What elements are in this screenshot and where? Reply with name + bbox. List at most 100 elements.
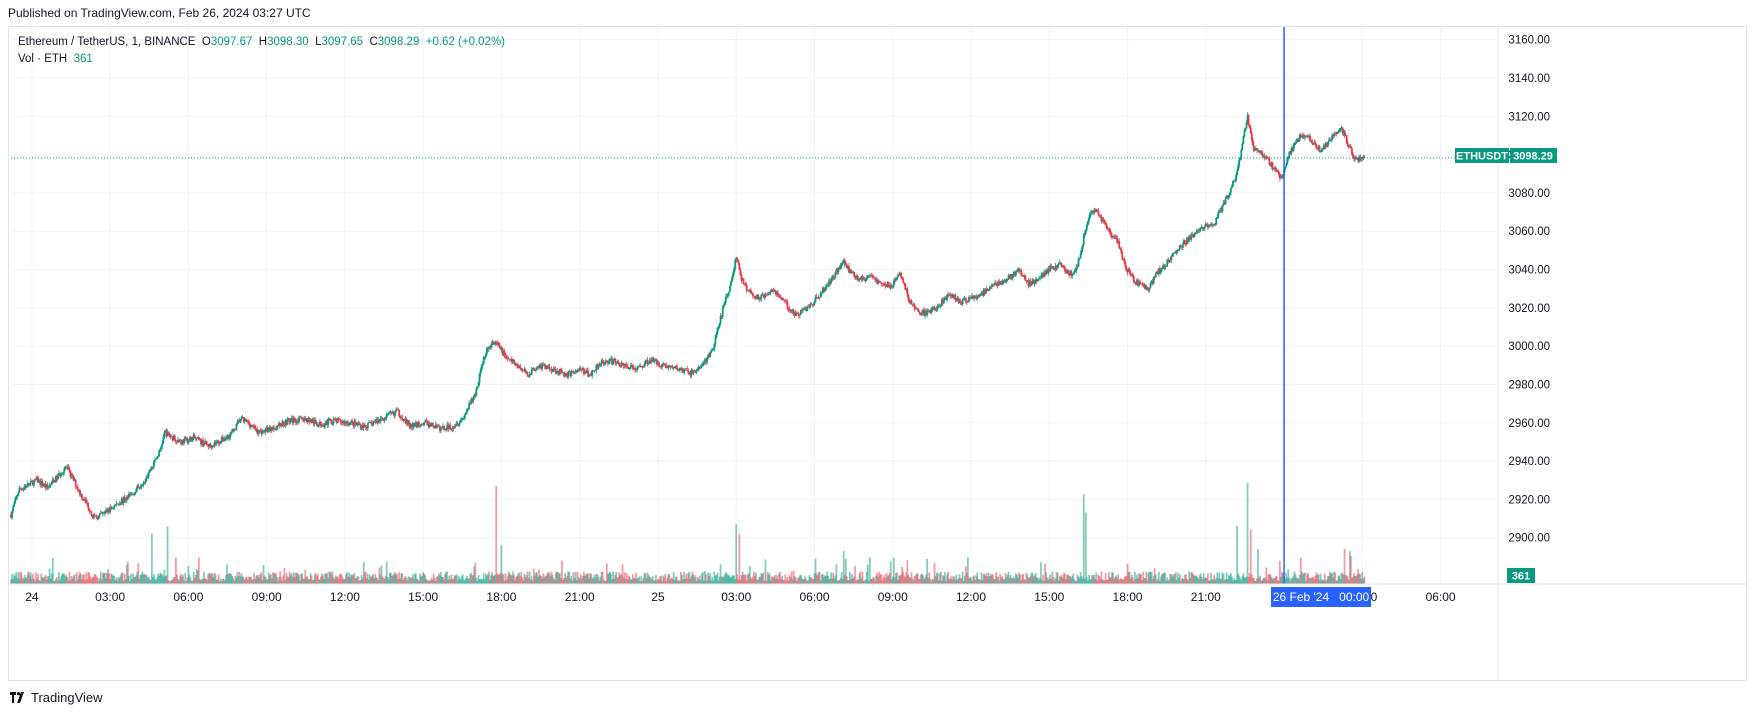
candle-body	[789, 309, 792, 311]
candle-body	[642, 366, 645, 368]
volume-bar	[512, 571, 514, 584]
volume-bar	[428, 580, 431, 584]
candle-body	[900, 273, 903, 278]
candle-body	[1151, 281, 1154, 284]
volume-bar	[302, 578, 305, 584]
volume-bar	[1246, 482, 1249, 584]
time-tick-label: 21:00	[565, 590, 595, 604]
volume-bar	[650, 579, 653, 584]
volume-bar	[65, 574, 68, 584]
volume-bar	[1349, 556, 1352, 584]
candle-body	[589, 373, 592, 376]
volume-bar	[478, 579, 481, 584]
volume-bar	[284, 579, 287, 584]
candle-body	[754, 296, 756, 299]
candle-body	[1270, 162, 1273, 167]
candle-body	[1290, 148, 1293, 154]
candle-body	[1078, 258, 1081, 259]
volume-bar	[1289, 580, 1292, 584]
candle-body	[707, 354, 709, 359]
candle-body	[54, 475, 57, 483]
candle-body	[428, 423, 431, 427]
volume-bar	[952, 576, 955, 584]
candle-body	[84, 499, 86, 501]
candle-body	[538, 366, 540, 369]
volume-bar	[88, 572, 91, 584]
volume-bar	[460, 576, 463, 584]
volume-bar	[227, 574, 229, 584]
candle-body	[866, 275, 869, 278]
volume-bar	[1290, 578, 1293, 584]
candle-body	[380, 418, 383, 420]
low-label: L	[315, 36, 322, 48]
volume-bar	[263, 575, 266, 584]
candle-body	[1340, 127, 1343, 128]
volume-bar	[385, 561, 388, 584]
volume-bar	[1312, 576, 1315, 584]
volume-bar	[255, 575, 258, 584]
volume-bar	[1307, 573, 1309, 584]
candle-body	[674, 365, 677, 367]
volume-bar	[287, 577, 290, 584]
candle-body	[743, 283, 746, 285]
volume-bar	[173, 577, 176, 584]
candle-body	[314, 420, 317, 423]
volume-bar	[120, 572, 123, 584]
volume-bar	[509, 574, 512, 584]
volume-bar	[597, 576, 600, 584]
volume-bar	[498, 574, 501, 584]
candle-body	[1095, 209, 1098, 212]
candle-body	[1036, 279, 1039, 282]
volume-bar	[337, 578, 340, 584]
volume-bar	[404, 576, 407, 584]
volume-bar	[948, 578, 951, 584]
volume-bar	[618, 572, 621, 584]
volume-bar	[23, 574, 26, 584]
candle-body	[999, 283, 1002, 285]
candle-body	[351, 421, 354, 422]
volume-bar	[579, 574, 582, 584]
volume-bar	[158, 575, 161, 584]
volume-bar	[445, 571, 448, 584]
volume-bar	[1026, 574, 1029, 584]
candle-body	[745, 285, 748, 291]
candle-body	[1132, 276, 1135, 283]
volume-bar	[1162, 573, 1164, 584]
candle-body	[1334, 133, 1337, 135]
candle-body	[802, 309, 804, 311]
candle-body	[1190, 234, 1193, 240]
candle-body	[657, 362, 659, 365]
candle-body	[996, 284, 999, 286]
tradingview-logo-icon	[10, 692, 24, 703]
candle-body	[779, 297, 781, 298]
candle-body	[354, 420, 357, 425]
candle-body	[1317, 146, 1320, 150]
candle-body	[790, 309, 793, 312]
volume-bar	[353, 573, 356, 584]
volume-bar	[798, 575, 801, 584]
candle-body	[358, 424, 361, 425]
volume-bar	[1094, 578, 1097, 584]
chart-canvas[interactable]: 3160.003140.003120.003100.003080.003060.…	[9, 27, 1746, 680]
candle-body	[931, 308, 934, 311]
candle-body	[60, 473, 62, 477]
volume-bar	[1077, 576, 1080, 584]
candle-body	[667, 365, 670, 369]
candle-body	[669, 365, 672, 367]
candle-body	[1362, 156, 1365, 159]
candle-body	[633, 367, 635, 369]
volume-bar	[1112, 572, 1114, 584]
candle-body	[716, 328, 719, 334]
volume-bar	[1321, 579, 1324, 584]
chart-frame[interactable]: 3160.003140.003120.003100.003080.003060.…	[8, 26, 1747, 681]
volume-bar	[1231, 576, 1233, 584]
volume-bar	[646, 572, 649, 584]
candle-body	[368, 422, 370, 424]
candle-body	[1258, 150, 1260, 153]
volume-bar	[804, 576, 807, 584]
candle-body	[37, 477, 40, 483]
volume-bar	[1139, 574, 1141, 584]
candle-body	[503, 351, 506, 356]
volume-bar	[645, 577, 648, 584]
volume-bar	[564, 573, 567, 584]
